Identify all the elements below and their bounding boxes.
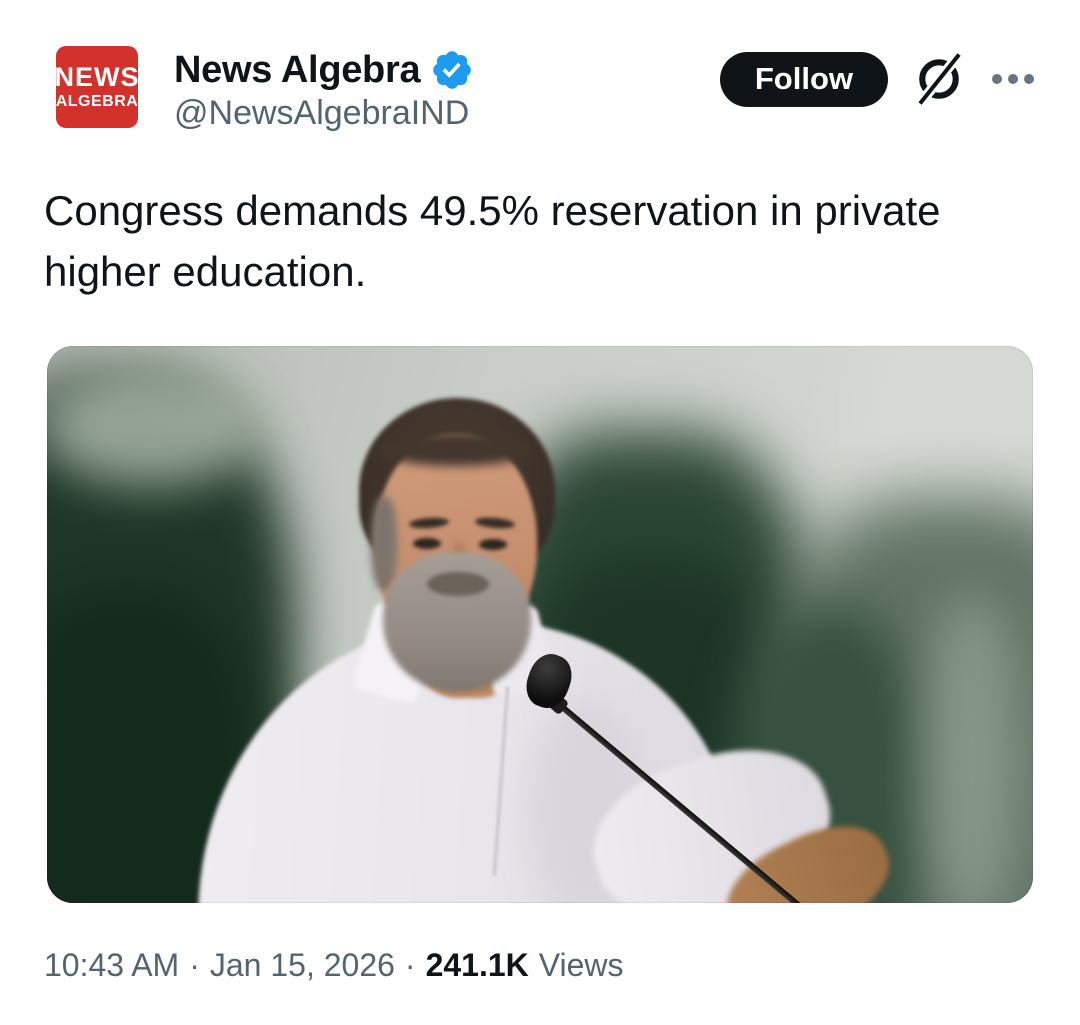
- header-actions: Follow: [719, 46, 1036, 108]
- grok-icon: [916, 51, 964, 107]
- dot-separator: ·: [404, 947, 416, 983]
- views-label: Views: [538, 947, 624, 983]
- timestamp-time: 10:43 AM: [44, 947, 180, 983]
- author-handle[interactable]: @NewsAlgebraIND: [174, 94, 470, 132]
- photo-person-hairline: [377, 432, 535, 466]
- tweet-card: NEWS ALGEBRA News Algebra @NewsAlgebraIN…: [44, 46, 1036, 984]
- avatar[interactable]: NEWS ALGEBRA: [54, 46, 140, 128]
- photo-border: [47, 346, 1033, 903]
- avatar-text-line1: NEWS: [54, 62, 140, 92]
- verified-badge-icon: [433, 51, 472, 89]
- more-button[interactable]: [990, 69, 1036, 89]
- photo-person-right-eye: [479, 539, 507, 550]
- tweet-header: NEWS ALGEBRA News Algebra @NewsAlgebraIN…: [44, 46, 1036, 134]
- photo-person-sideburn: [371, 496, 397, 591]
- author-block: News Algebra @NewsAlgebraIND: [174, 46, 474, 134]
- views-count: 241.1K: [425, 947, 529, 983]
- dot-separator: ·: [189, 947, 200, 983]
- more-icon: [992, 74, 1034, 84]
- photo-trees-right-gap: [925, 596, 1020, 903]
- photo-person-left-eye: [413, 538, 441, 549]
- photo-person-mustache: [427, 572, 489, 596]
- author-display-name[interactable]: News Algebra: [174, 49, 421, 91]
- photo-trees-left-highlight: [47, 366, 267, 486]
- tweet-footer: 10:43 AM · Jan 15, 2026 · 241.1K Views: [44, 947, 1036, 984]
- timestamp-date: Jan 15, 2026: [209, 947, 395, 983]
- follow-button[interactable]: Follow: [719, 51, 888, 107]
- author-name-row: News Algebra: [174, 48, 474, 92]
- grok-button[interactable]: [912, 50, 966, 108]
- tweet-text: Congress demands 49.5% reservation in pr…: [44, 187, 941, 295]
- tweet-photo[interactable]: [47, 346, 1033, 903]
- avatar-text-line2: ALGEBRA: [55, 93, 139, 110]
